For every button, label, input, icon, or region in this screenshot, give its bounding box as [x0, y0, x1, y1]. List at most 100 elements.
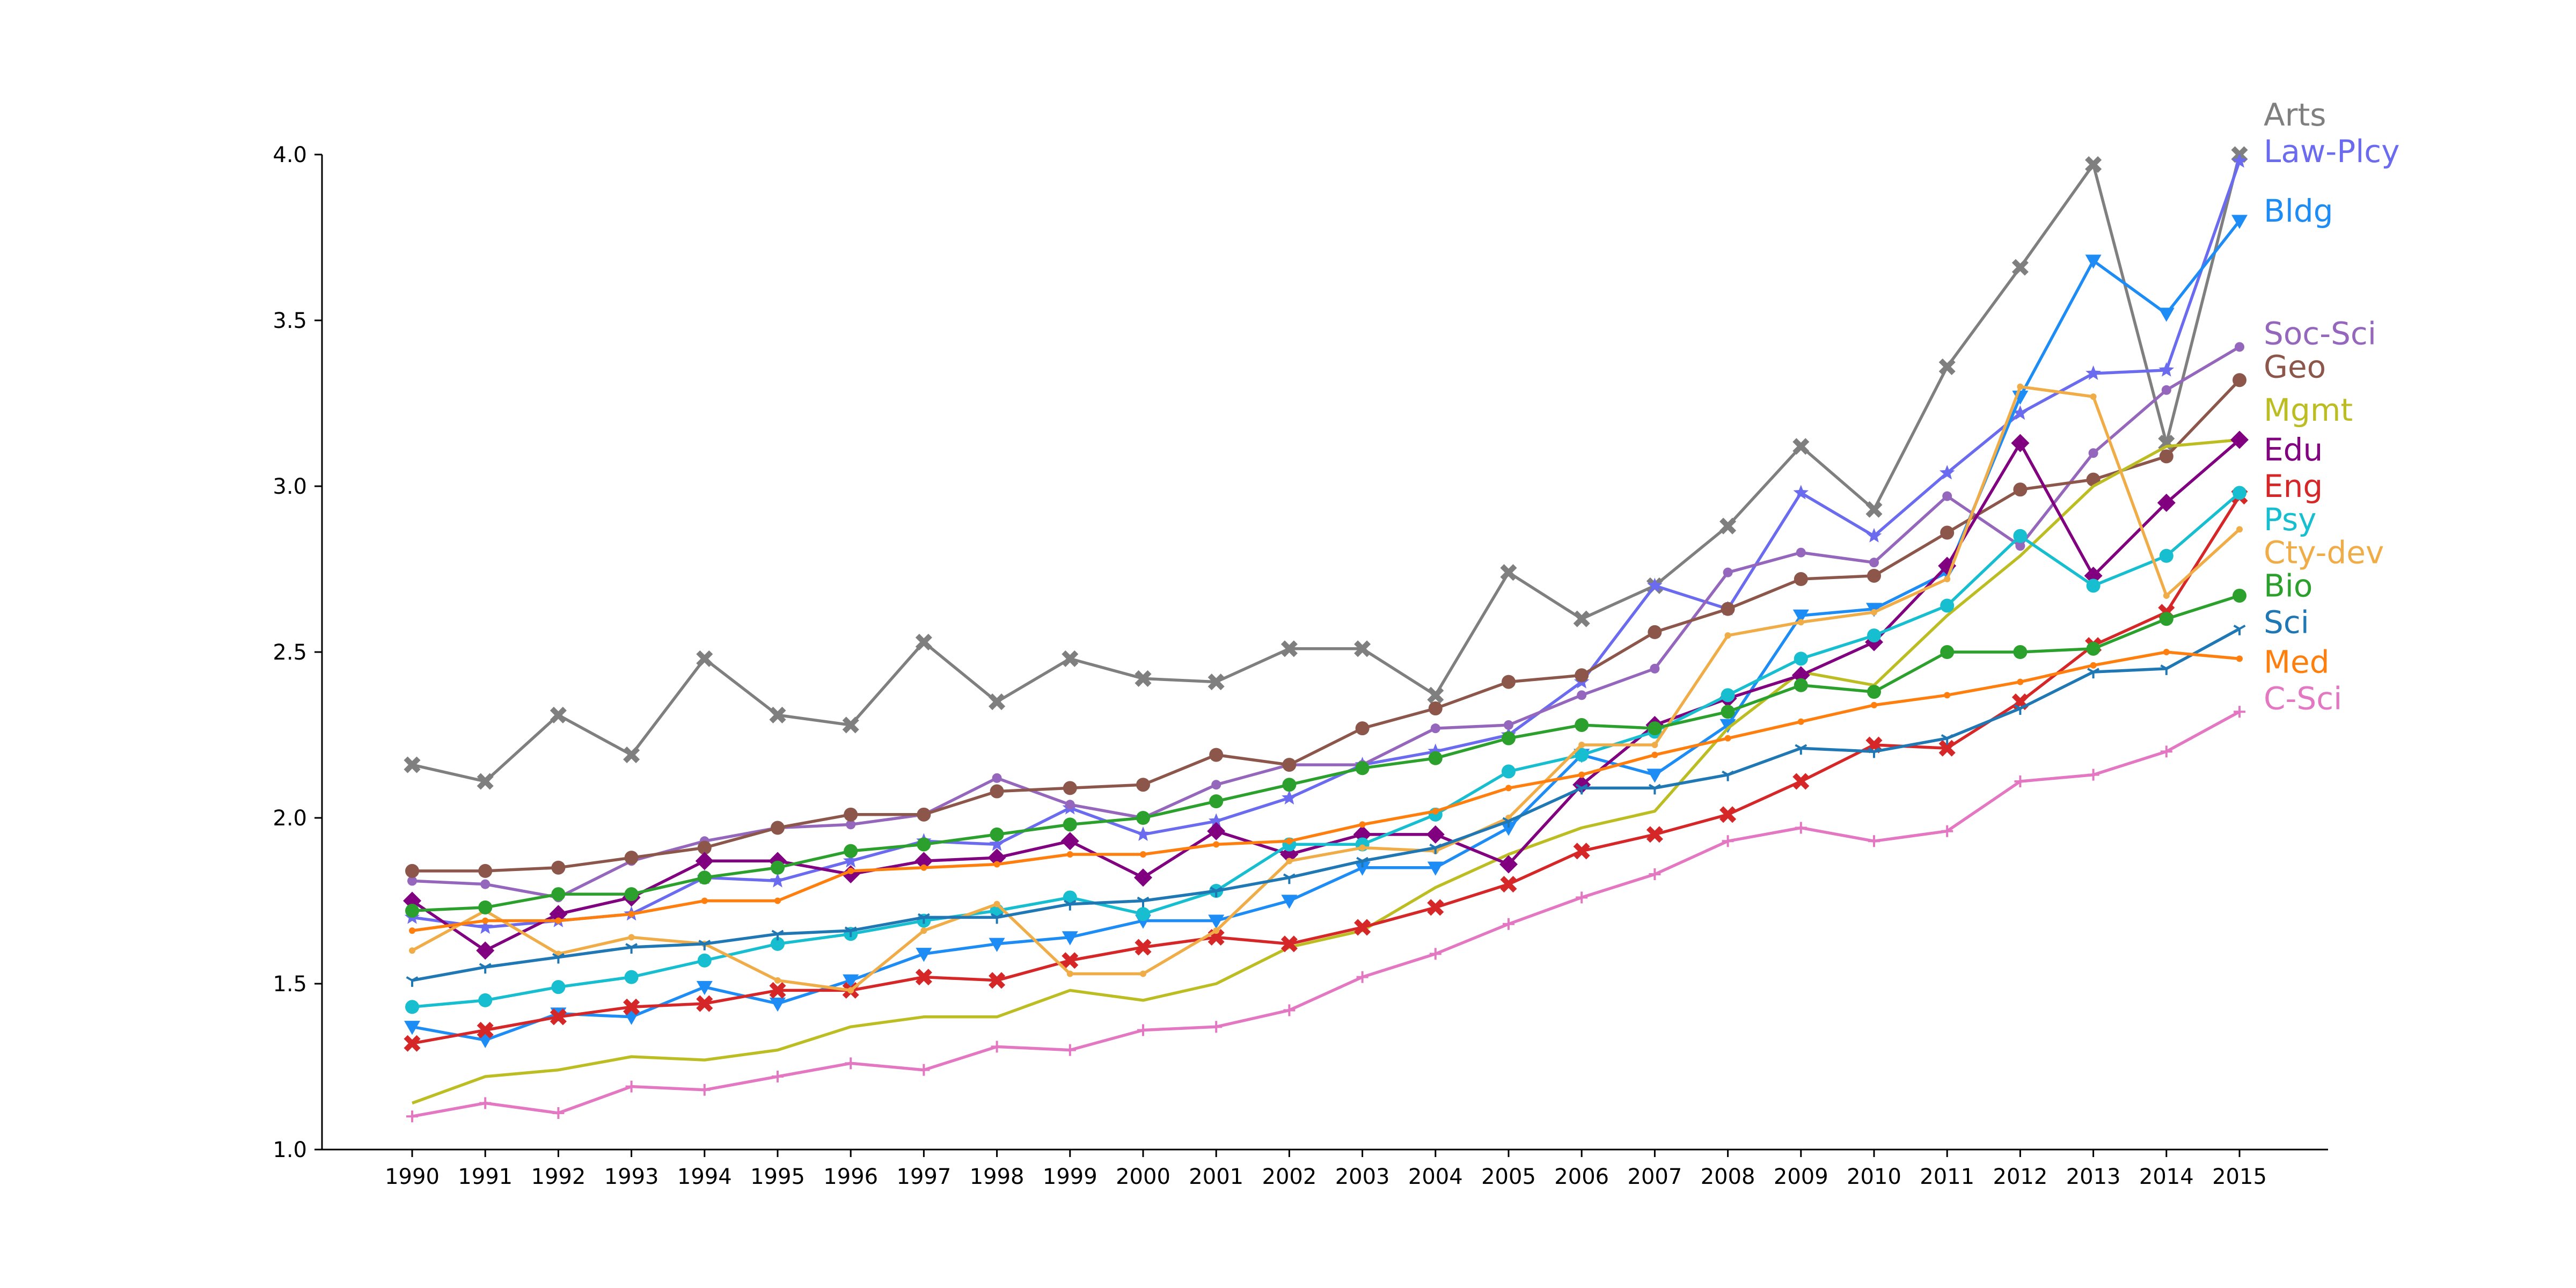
- data-point: [1867, 685, 1881, 699]
- data-point: [1792, 773, 1810, 790]
- data-point: [1207, 822, 1226, 840]
- data-point: [1136, 811, 1150, 825]
- series-label: Geo: [2264, 349, 2326, 385]
- data-point: [2085, 365, 2101, 380]
- data-point: [2233, 625, 2246, 635]
- data-point: [1722, 835, 1734, 847]
- x-tick-label: 1996: [823, 1165, 878, 1189]
- data-point: [1793, 485, 1809, 500]
- data-point: [990, 827, 1004, 841]
- data-point: [2085, 254, 2102, 269]
- series-geo: [405, 373, 2246, 878]
- data-point: [2236, 526, 2243, 533]
- data-point: [991, 913, 1004, 924]
- data-point: [623, 747, 640, 764]
- data-point: [404, 756, 421, 773]
- data-point: [2163, 649, 2170, 655]
- data-point: [990, 784, 1004, 799]
- data-point: [1353, 825, 1372, 844]
- data-point: [1428, 743, 1444, 758]
- data-point: [844, 807, 858, 822]
- data-point: [1575, 748, 1589, 762]
- x-tick-label: 2008: [1701, 1165, 1755, 1189]
- data-point: [1792, 438, 1810, 455]
- data-point: [552, 953, 565, 964]
- series-label: Arts: [2264, 97, 2326, 133]
- data-point: [1281, 895, 1298, 909]
- data-point: [1134, 868, 1152, 887]
- data-point: [844, 844, 858, 858]
- data-point: [555, 917, 562, 924]
- data-point: [1944, 576, 1951, 583]
- data-point: [1650, 663, 1660, 674]
- data-point: [405, 904, 419, 918]
- data-point: [478, 900, 493, 914]
- data-point: [2084, 566, 2103, 585]
- data-point: [1063, 817, 1077, 832]
- data-point: [1871, 701, 1877, 708]
- data-point: [409, 947, 415, 954]
- data-point: [404, 1021, 420, 1035]
- data-point: [551, 860, 566, 875]
- data-point: [1646, 769, 1663, 783]
- data-point: [1791, 666, 1810, 685]
- data-point: [2012, 405, 2028, 420]
- data-point: [2014, 704, 2026, 715]
- data-point: [696, 980, 713, 996]
- data-point: [991, 1041, 1003, 1053]
- x-tick-label: 1992: [531, 1165, 586, 1189]
- x-tick-label: 1997: [897, 1165, 952, 1189]
- data-point: [1355, 761, 1370, 775]
- data-point: [1795, 822, 1807, 834]
- data-point: [769, 982, 786, 999]
- data-point: [1062, 931, 1078, 946]
- data-point: [625, 1080, 638, 1093]
- data-point: [698, 940, 711, 950]
- x-tick-label: 1990: [385, 1165, 440, 1189]
- data-point: [1282, 778, 1297, 792]
- data-point: [2233, 373, 2246, 387]
- data-point: [2086, 641, 2101, 656]
- data-point: [2011, 259, 2029, 276]
- data-point: [1868, 747, 1880, 758]
- data-point: [989, 972, 1006, 989]
- data-point: [1503, 918, 1514, 930]
- data-point: [1724, 735, 1731, 742]
- data-point: [1647, 577, 1663, 592]
- data-point: [1938, 358, 1956, 376]
- data-point: [1724, 632, 1731, 639]
- data-point: [404, 1035, 421, 1052]
- data-point: [701, 897, 708, 904]
- data-point: [1866, 528, 1882, 543]
- data-point: [1354, 640, 1371, 657]
- y-tick-label: 2.5: [273, 640, 307, 665]
- y-ticks: 1.0 1.5 2.0 2.5 3.0 3.5 4.0: [273, 143, 322, 1162]
- series-line: [411, 385, 2241, 992]
- series-label: Med: [2264, 644, 2330, 680]
- data-point: [1137, 1024, 1149, 1036]
- data-point: [771, 860, 785, 875]
- data-point: [2088, 448, 2098, 458]
- data-point: [845, 1057, 857, 1070]
- data-point: [1136, 907, 1150, 921]
- data-point: [1648, 784, 1661, 795]
- x-tick-label: 1995: [750, 1165, 805, 1189]
- data-point: [771, 930, 784, 941]
- data-point: [917, 913, 930, 924]
- x-ticks: 1990 1991 1992 1993 1994 1995 1996 1997 1998 1999…: [385, 1150, 2267, 1189]
- data-point: [916, 948, 932, 962]
- data-point: [1573, 610, 1590, 627]
- data-point: [2233, 588, 2246, 603]
- data-point: [551, 887, 566, 902]
- data-point: [1505, 785, 1512, 792]
- data-point: [920, 864, 927, 871]
- data-point: [2157, 493, 2176, 512]
- data-point: [1135, 939, 1152, 956]
- data-point: [2015, 541, 2025, 551]
- data-point: [1060, 832, 1079, 851]
- data-point: [409, 927, 415, 934]
- data-point: [1354, 919, 1371, 936]
- data-point: [405, 863, 419, 878]
- series-labels: ArtsLaw-PlcyBldgSoc-SciGeoMgmtEduEngPsyC…: [2264, 97, 2400, 717]
- data-point: [1429, 948, 1441, 960]
